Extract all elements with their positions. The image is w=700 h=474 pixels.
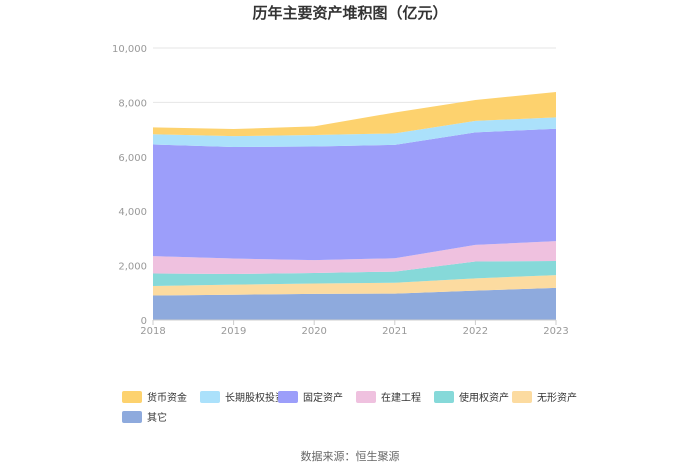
x-tick-label: 2022: [463, 326, 488, 337]
legend-label: 无形资产: [537, 391, 577, 404]
y-tick-label: 0: [141, 316, 147, 327]
area-固定资产: [153, 128, 556, 261]
legend-swatch: [512, 391, 532, 403]
legend-swatch: [356, 391, 376, 403]
legend-swatch: [278, 391, 298, 403]
chart-title: 历年主要资产堆积图（亿元）: [252, 4, 447, 22]
legend-label: 货币资金: [147, 391, 187, 404]
y-tick-label: 6,000: [118, 153, 147, 164]
legend-swatch: [122, 391, 142, 403]
y-tick-label: 2,000: [118, 262, 147, 273]
legend-label: 长期股权投资: [225, 391, 285, 404]
x-tick-label: 2020: [301, 326, 326, 337]
legend-label: 使用权资产: [459, 391, 509, 404]
area-长期股权投资: [153, 117, 556, 148]
area-series: [153, 92, 556, 320]
y-tick-label: 8,000: [118, 98, 147, 109]
source-note: 数据来源：恒生聚源: [301, 449, 400, 463]
axes: 0 2,000 4,000 6,000 8,000 10,000 2018 2019 2020 2…: [112, 44, 569, 337]
legend-swatch: [434, 391, 454, 403]
legend-swatch: [122, 411, 142, 423]
area-货币资金: [153, 92, 556, 137]
legend-label: 其它: [147, 411, 167, 424]
legend-swatch: [200, 391, 220, 403]
area-其它: [153, 287, 556, 320]
x-tick-label: 2018: [140, 326, 165, 337]
legend-label: 在建工程: [381, 391, 421, 404]
y-tick-label: 4,000: [118, 207, 147, 218]
area-无形资产: [153, 275, 556, 296]
x-tick-label: 2023: [543, 326, 568, 337]
area-在建工程: [153, 241, 556, 275]
x-tick-label: 2019: [221, 326, 246, 337]
legend-label: 固定资产: [303, 391, 343, 404]
y-tick-label: 10,000: [112, 44, 147, 55]
x-tick-label: 2021: [382, 326, 407, 337]
area-使用权资产: [153, 260, 556, 286]
